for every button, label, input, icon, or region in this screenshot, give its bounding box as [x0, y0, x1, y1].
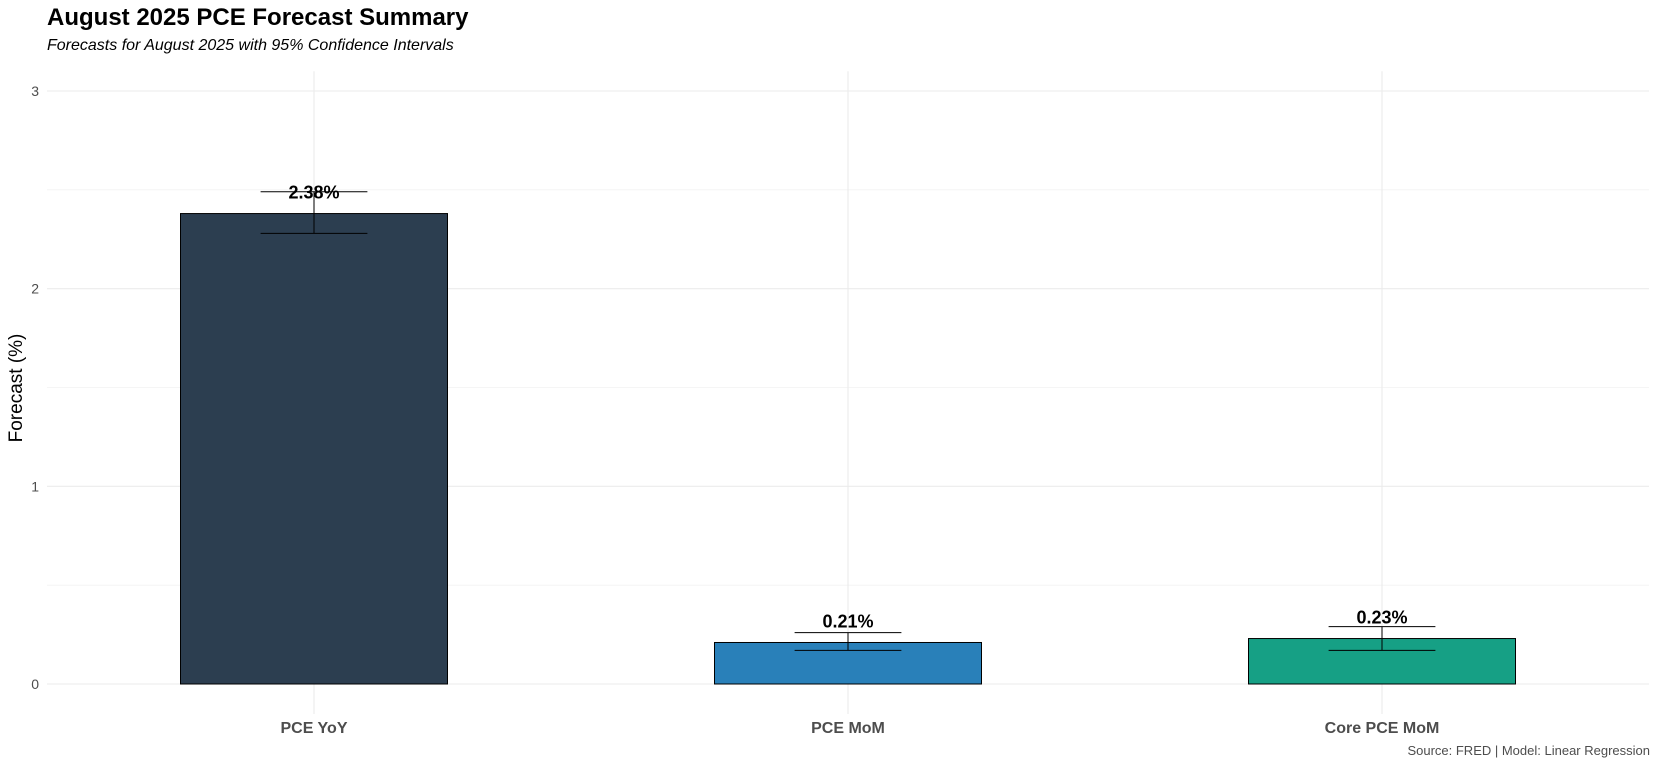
value-label: 2.38%	[288, 183, 339, 203]
x-axis-categories: PCE YoY PCE MoM Core PCE MoM	[281, 720, 1440, 737]
y-tick-label: 0	[31, 676, 39, 692]
y-tick-label: 2	[31, 281, 39, 297]
value-label: 0.21%	[822, 611, 873, 631]
y-tick-label: 1	[31, 478, 39, 494]
y-axis-title: Forecast (%)	[6, 334, 27, 443]
value-labels: 2.38% 0.21% 0.23%	[288, 183, 1407, 632]
y-axis-ticks: 0 1 2 3	[31, 83, 39, 692]
chart-subtitle: Forecasts for August 2025 with 95% Confi…	[47, 37, 454, 54]
x-category-label: PCE MoM	[811, 720, 885, 737]
x-category-label: Core PCE MoM	[1325, 720, 1440, 737]
bar	[180, 213, 448, 685]
y-tick-label: 3	[31, 83, 39, 99]
x-category-label: PCE YoY	[281, 720, 348, 737]
value-label: 0.23%	[1356, 608, 1407, 628]
bars	[180, 191, 1516, 685]
chart-title: August 2025 PCE Forecast Summary	[47, 4, 469, 31]
chart-caption: Source: FRED | Model: Linear Regression	[1407, 743, 1650, 758]
